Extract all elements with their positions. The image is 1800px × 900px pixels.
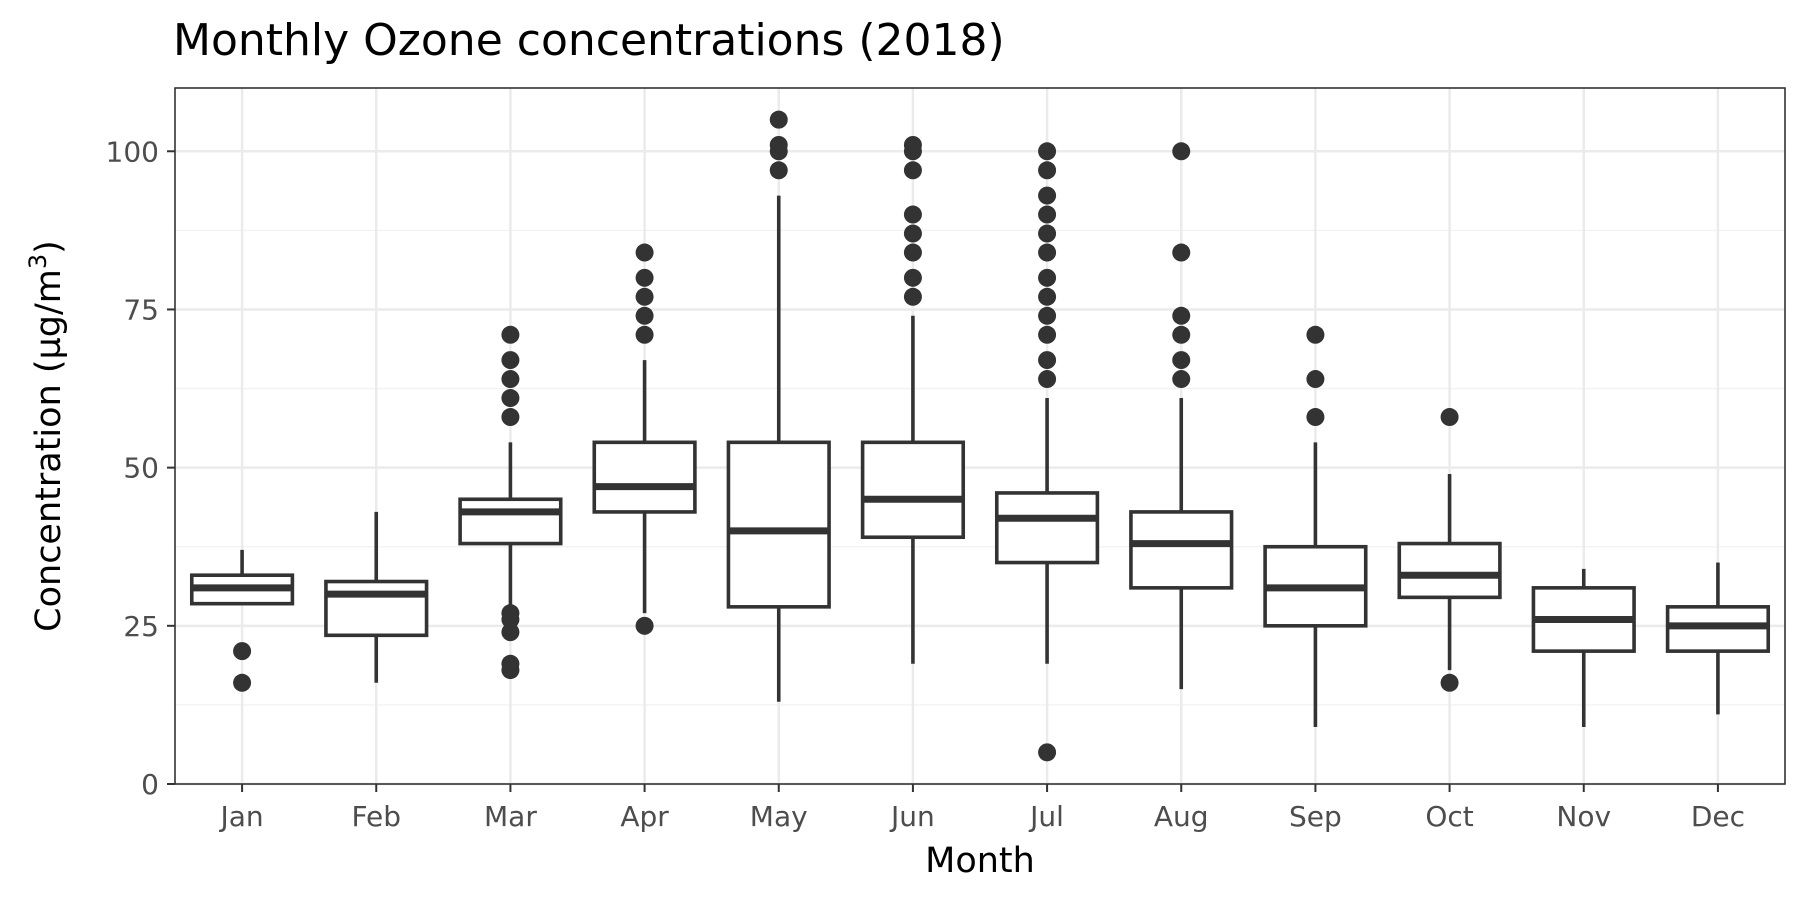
outlier-point bbox=[1172, 325, 1191, 344]
x-tick-label: Jul bbox=[1028, 800, 1064, 833]
x-axis-title: Month bbox=[925, 841, 1035, 881]
outlier-point bbox=[1038, 205, 1057, 224]
plot-panel-border bbox=[174, 87, 1786, 785]
outlier-point bbox=[635, 616, 654, 635]
outlier-point bbox=[635, 287, 654, 306]
outlier-point bbox=[1038, 161, 1057, 180]
box-sep bbox=[1263, 325, 1368, 728]
y-axis-title-main: Concentration (µg/m bbox=[29, 269, 69, 632]
outlier-point bbox=[635, 306, 654, 325]
outlier-point bbox=[903, 142, 922, 161]
box-dec bbox=[1665, 562, 1771, 715]
outlier-point bbox=[1038, 743, 1057, 762]
outlier-point bbox=[769, 110, 788, 129]
boxplot-series bbox=[189, 110, 1771, 762]
y-tick-label: 75 bbox=[123, 293, 159, 326]
outlier-point bbox=[1038, 186, 1057, 205]
box-nov bbox=[1531, 568, 1636, 728]
box-may bbox=[726, 110, 831, 702]
outlier-point bbox=[1038, 268, 1057, 287]
outlier-point bbox=[903, 287, 922, 306]
iqr-box bbox=[994, 491, 1100, 565]
iqr-box bbox=[1129, 510, 1234, 590]
x-tick-label: Jun bbox=[889, 800, 935, 833]
outlier-point bbox=[635, 243, 654, 262]
outlier-point bbox=[1172, 142, 1191, 161]
outlier-point bbox=[1172, 306, 1191, 325]
outlier-point bbox=[769, 161, 788, 180]
outlier-point bbox=[1172, 370, 1191, 389]
x-tick-label: Mar bbox=[484, 800, 537, 833]
iqr-box bbox=[592, 440, 697, 514]
grid bbox=[175, 88, 1785, 786]
outlier-point bbox=[501, 370, 520, 389]
x-tick-label: Jan bbox=[218, 800, 263, 833]
y-tick-label: 50 bbox=[123, 452, 159, 485]
outlier-point bbox=[233, 673, 252, 692]
outlier-point bbox=[1172, 243, 1191, 262]
box-mar bbox=[458, 325, 563, 680]
outlier-point bbox=[903, 243, 922, 262]
x-tick-label: Feb bbox=[351, 800, 401, 833]
x-tick-label: May bbox=[750, 800, 808, 833]
outlier-point bbox=[903, 205, 922, 224]
x-tick-label: Dec bbox=[1691, 800, 1745, 833]
outlier-point bbox=[1038, 306, 1057, 325]
box-oct bbox=[1397, 408, 1502, 692]
outlier-point bbox=[1306, 370, 1325, 389]
x-tick-label: Nov bbox=[1556, 800, 1611, 833]
box-jul bbox=[994, 142, 1100, 762]
y-axis-title-superscript: 3 bbox=[24, 254, 52, 269]
outlier-point bbox=[501, 661, 520, 680]
outlier-point bbox=[1038, 325, 1057, 344]
outlier-point bbox=[1306, 325, 1325, 344]
box-jun bbox=[860, 135, 966, 664]
outlier-point bbox=[635, 325, 654, 344]
y-tick-label: 100 bbox=[106, 135, 159, 168]
axes: 0 25 50 75 100 Jan Feb Mar Apr May Jun Jul Aug Sep Oct… bbox=[106, 135, 1745, 833]
iqr-box bbox=[1397, 541, 1502, 600]
outlier-point bbox=[1038, 287, 1057, 306]
x-tick-label: Oct bbox=[1425, 800, 1473, 833]
box-aug bbox=[1129, 142, 1234, 690]
outlier-point bbox=[501, 610, 520, 629]
outlier-point bbox=[1440, 673, 1459, 692]
outlier-point bbox=[501, 325, 520, 344]
y-axis-title: Concentration (µg/m3) bbox=[24, 240, 69, 632]
iqr-box bbox=[726, 440, 831, 609]
outlier-point bbox=[1038, 370, 1057, 389]
iqr-box bbox=[458, 497, 563, 546]
box-apr bbox=[592, 243, 697, 635]
box-feb bbox=[324, 511, 429, 683]
iqr-box bbox=[860, 440, 966, 540]
outlier-point bbox=[1038, 224, 1057, 243]
chart-title: Monthly Ozone concentrations (2018) bbox=[173, 15, 1005, 66]
outlier-point bbox=[233, 642, 252, 661]
outlier-point bbox=[1172, 351, 1191, 370]
y-axis-title-suffix: ) bbox=[29, 240, 69, 254]
outlier-point bbox=[501, 623, 520, 642]
outlier-point bbox=[501, 389, 520, 408]
outlier-point bbox=[903, 224, 922, 243]
outlier-point bbox=[501, 351, 520, 370]
x-tick-label: Aug bbox=[1154, 800, 1209, 833]
outlier-point bbox=[1038, 142, 1057, 161]
outlier-point bbox=[903, 161, 922, 180]
outlier-point bbox=[1306, 408, 1325, 427]
y-tick-label: 25 bbox=[123, 610, 159, 643]
outlier-point bbox=[1440, 408, 1459, 427]
y-tick-label: 0 bbox=[141, 768, 159, 801]
x-tick-label: Sep bbox=[1289, 800, 1342, 833]
outlier-point bbox=[501, 408, 520, 427]
box-jan bbox=[189, 549, 295, 692]
outlier-point bbox=[1038, 243, 1057, 262]
outlier-point bbox=[903, 268, 922, 287]
x-tick-label: Apr bbox=[620, 800, 669, 833]
outlier-point bbox=[1038, 351, 1057, 370]
iqr-box bbox=[324, 579, 429, 638]
outlier-point bbox=[635, 268, 654, 287]
outlier-point bbox=[769, 142, 788, 161]
